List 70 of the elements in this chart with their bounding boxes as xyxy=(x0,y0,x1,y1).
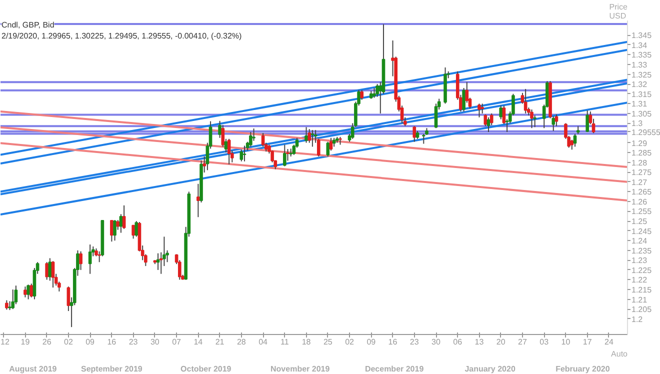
x-tick-label: 23 xyxy=(128,338,138,346)
y-tick-label: 1.23 xyxy=(632,256,648,266)
x-tick-label: 17 xyxy=(582,338,592,346)
x-tick-label: 27 xyxy=(518,338,528,346)
text: Auto xyxy=(611,350,628,358)
y-tick-label: 1.275 xyxy=(632,168,652,178)
chart-title: Cndl, GBP, Bid xyxy=(2,20,54,30)
y-tick-label: 1.285 xyxy=(632,148,652,158)
text: September 2019 xyxy=(81,364,143,374)
x-tick-label: 23 xyxy=(410,338,420,346)
x-tick-label: 30 xyxy=(150,338,160,346)
x-tick-label: 16 xyxy=(388,338,398,346)
text: February 2020 xyxy=(556,364,610,374)
y-tick-label: 1.3 xyxy=(632,119,644,128)
y-tick-label: 1.2 xyxy=(632,314,644,324)
x-tick-label: 12 xyxy=(0,338,10,346)
x-tick-label: 07 xyxy=(172,338,182,346)
x-tick-label: 06 xyxy=(453,338,463,346)
x-tick-label: 30 xyxy=(432,338,441,346)
x-tick-label: 11 xyxy=(280,338,290,346)
y-tick-label: 1.28 xyxy=(632,158,648,168)
y-tick-label: 1.34 xyxy=(632,40,648,50)
y-tick-label: 1.21 xyxy=(632,295,648,304)
y-tick-label: 1.32 xyxy=(632,80,648,90)
x-tick-label: 10 xyxy=(561,338,571,346)
y-tick-label: 1.22 xyxy=(632,276,648,285)
y-tick-label: 1.25 xyxy=(632,217,648,226)
y-tick-label: 1.33 xyxy=(632,60,648,70)
text: 2/19/2020, 1.29965, 1.30225, 1.29495, 1.29555, -0.00410, (-0.32%) xyxy=(2,32,242,40)
y-tick-label: 1.325 xyxy=(632,70,652,80)
y-tick-label: 1.345 xyxy=(632,31,652,40)
text: October 2019 xyxy=(180,364,232,374)
text: January 2020 xyxy=(464,364,516,374)
x-tick-label: 09 xyxy=(366,338,376,346)
y-axis-title: Price USD xyxy=(609,2,628,20)
y-tick-label: 1.315 xyxy=(632,90,652,99)
x-tick-label: 21 xyxy=(215,338,225,346)
y-tick-label: 1.305 xyxy=(632,109,652,118)
y-tick-label: 1.215 xyxy=(632,286,652,295)
x-tick-label: 02 xyxy=(345,338,355,346)
y-tick-label: 1.245 xyxy=(632,226,652,236)
x-tick-label: 26 xyxy=(42,338,52,346)
text: August 2019 xyxy=(9,364,58,374)
y-tick-label: 1.205 xyxy=(632,305,652,314)
y-tick-label: 1.27 xyxy=(632,178,648,187)
y-tick-label: 1.335 xyxy=(632,50,652,60)
x-tick-label: 28 xyxy=(236,338,246,346)
x-tick-label: 03 xyxy=(540,338,550,346)
x-tick-label: 19 xyxy=(20,338,30,346)
y-tick-label: 1.29 xyxy=(632,138,648,148)
y-tick-label: 1.26 xyxy=(632,197,648,206)
x-tick-label: 20 xyxy=(496,338,506,346)
y-tick-label: 1.31 xyxy=(632,100,648,109)
x-tick-label: 16 xyxy=(107,338,117,346)
x-tick-label: 09 xyxy=(86,338,96,346)
x-tick-label: 13 xyxy=(474,338,484,346)
y-tick-label: 1.24 xyxy=(632,236,648,246)
y-tick-label: 1.255 xyxy=(632,207,652,216)
x-tick-label: 04 xyxy=(258,338,268,346)
x-tick-label: 18 xyxy=(302,338,312,346)
y-tick-label: 1.225 xyxy=(632,266,652,275)
x-tick-label: 24 xyxy=(604,338,614,346)
text: November 2019 xyxy=(270,364,330,374)
y-tick-label: 1.235 xyxy=(632,246,652,256)
x-tick-label: 25 xyxy=(323,338,333,346)
y-tick-label: 1.29555 xyxy=(632,128,660,137)
text: December 2019 xyxy=(364,364,424,374)
x-tick-label: 14 xyxy=(194,338,204,346)
y-tick-label: 1.265 xyxy=(632,188,652,197)
x-tick-label: 02 xyxy=(64,338,74,346)
